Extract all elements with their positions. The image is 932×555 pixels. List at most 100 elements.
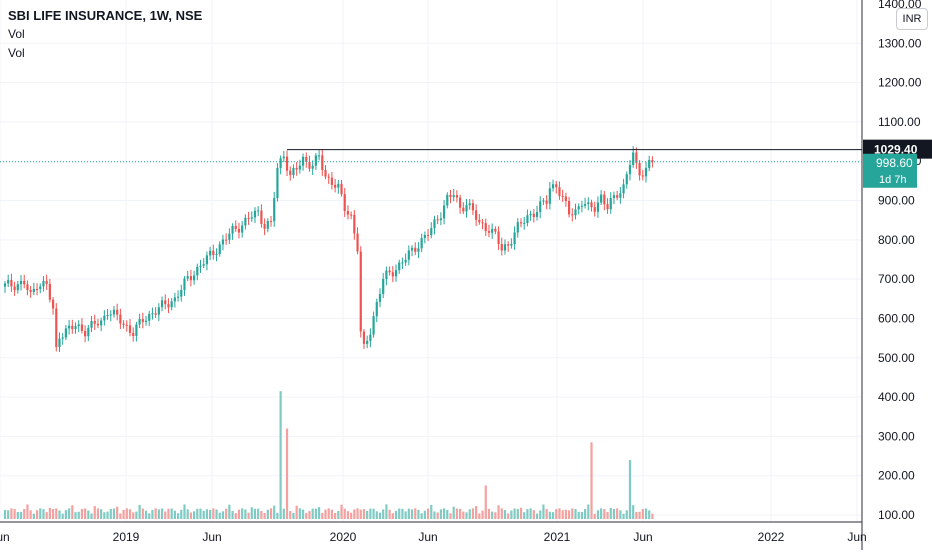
volume-bar [519, 507, 523, 519]
candle-body [430, 228, 433, 236]
volume-bar [234, 513, 237, 519]
candle-body [192, 275, 196, 281]
candle-body [382, 278, 385, 295]
volume-bar [237, 509, 241, 519]
candle-body [542, 200, 545, 202]
candle-body [215, 254, 218, 256]
volume-bar [58, 510, 61, 519]
volume-bar [503, 510, 507, 519]
volume-bar [539, 510, 542, 519]
candle-body [119, 314, 122, 324]
volume-bar [612, 509, 616, 519]
candle-body [404, 259, 407, 263]
volume-bar [548, 511, 551, 519]
candle-body [276, 168, 279, 199]
volume-bar [423, 510, 426, 519]
candle-body [45, 280, 48, 284]
volume-indicator-label[interactable]: Vol [8, 27, 25, 41]
candle-body [64, 328, 67, 338]
volume-indicator-label-2[interactable]: Vol [8, 46, 25, 60]
candle-body [459, 197, 462, 208]
y-tick-label: 1400.00 [878, 0, 922, 11]
volume-bar [350, 512, 353, 519]
candle-body [106, 315, 109, 317]
volume-bar [228, 504, 231, 519]
x-tick-label: Jun [847, 530, 866, 544]
volume-bar [298, 508, 301, 519]
volume-bar [269, 508, 273, 519]
volume-bar [74, 512, 77, 519]
currency-button[interactable]: INR [896, 8, 928, 30]
volume-bar [282, 508, 285, 519]
candle-body [273, 198, 276, 222]
volume-bar [125, 508, 128, 519]
volume-bar [215, 509, 218, 519]
volume-bar [80, 508, 84, 519]
volume-bar [260, 510, 263, 519]
candle-body [205, 255, 209, 265]
volume-bar [263, 512, 266, 519]
volume-bar [164, 511, 167, 519]
candle-body [555, 184, 558, 188]
candle-body [13, 286, 16, 291]
volume-bar [401, 508, 404, 519]
volume-bar [564, 509, 567, 519]
candle-body [519, 222, 523, 224]
candle-body [410, 247, 414, 251]
candle-body [388, 270, 391, 273]
volume-bar [452, 506, 455, 519]
volume-bar [455, 508, 459, 519]
x-tick-label: Jun [633, 530, 652, 544]
volume-bar [100, 509, 103, 519]
candle-body [475, 210, 478, 220]
candle-body [90, 321, 93, 328]
candle-body [314, 155, 317, 166]
volume-bar [442, 508, 446, 519]
candle-body [48, 283, 51, 300]
x-tick-label: 2020 [330, 530, 357, 544]
x-tick-label: Jun [0, 530, 10, 544]
candle-body [55, 308, 58, 348]
y-tick-label: 1100.00 [878, 115, 921, 129]
volume-bar [103, 512, 106, 519]
candle-body [340, 183, 343, 195]
volume-bar [584, 509, 587, 519]
candle-body [346, 210, 350, 215]
candle-body [561, 195, 564, 197]
candle-body [167, 304, 170, 308]
candle-body [244, 217, 247, 226]
y-tick-label: 1200.00 [878, 76, 922, 90]
candle-body [558, 187, 561, 196]
candle-body [301, 156, 305, 166]
candle-body [641, 175, 644, 177]
chart-title: SBI LIFE INSURANCE, 1W, NSE [8, 8, 203, 23]
candle-body [353, 214, 356, 234]
candle-body [263, 223, 266, 229]
volume-bar [308, 511, 311, 519]
candle-body [484, 223, 487, 232]
volume-bar [558, 508, 561, 519]
volume-bar [359, 509, 362, 519]
volume-bar [394, 510, 398, 519]
volume-bar [170, 508, 173, 519]
volume-bar [151, 509, 154, 519]
candle-body [622, 184, 625, 194]
candle-body [433, 219, 436, 229]
volume-bar [410, 509, 414, 519]
candle-body [545, 200, 548, 204]
volume-bar [231, 510, 234, 519]
volume-bar [132, 512, 135, 519]
volume-bar [45, 512, 48, 519]
candle-body [32, 288, 35, 293]
volume-bar [404, 511, 407, 519]
candle-body [446, 194, 449, 206]
candle-body [154, 313, 157, 315]
volume-bar [305, 512, 308, 519]
candle-body [378, 294, 382, 302]
candle-body [356, 233, 359, 252]
volume-bar [330, 509, 334, 519]
candle-body [10, 279, 13, 287]
candle-body [491, 228, 494, 233]
volume-bar [225, 508, 228, 519]
